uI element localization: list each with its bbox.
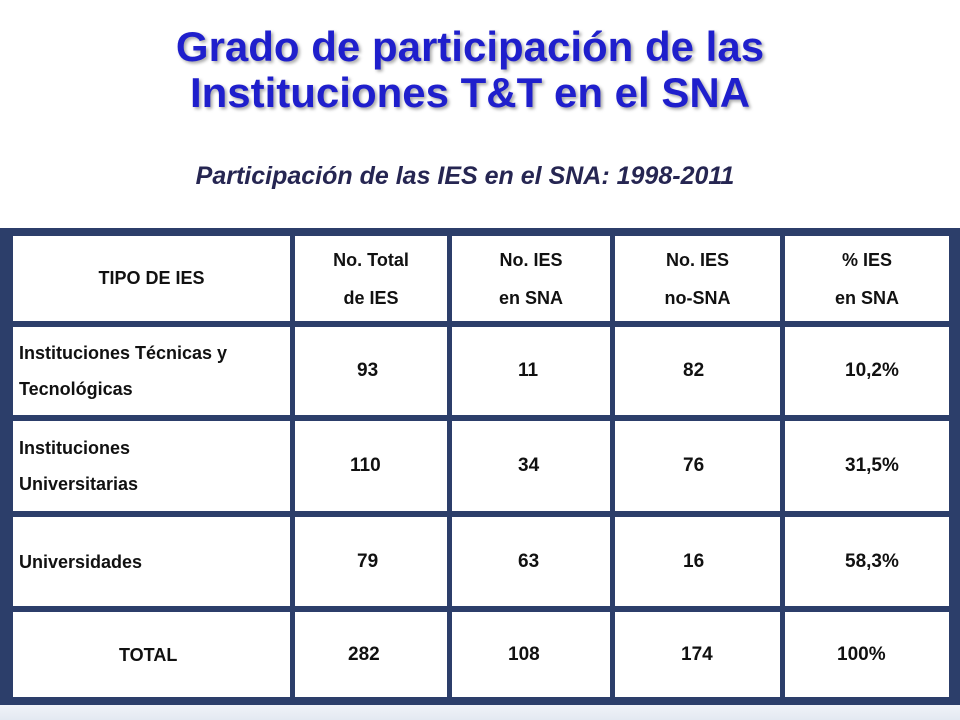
cell-no-sna: 174 xyxy=(615,612,780,697)
row-label-line1: Instituciones xyxy=(19,438,131,458)
cell-total-value: 79 xyxy=(357,550,379,572)
cell-pct-value: 10,2% xyxy=(845,360,899,381)
slide-title-line2: Instituciones T&T en el SNA xyxy=(189,69,751,116)
slide-title-line1: Grado de participación de las xyxy=(175,23,765,70)
cell-en-sna: 63 xyxy=(452,517,610,606)
cell-pct-value: 31,5% xyxy=(845,455,899,476)
slide-title: Grado de participación de las Institucio… xyxy=(0,24,940,116)
cell-total: 282 xyxy=(295,612,447,697)
cell-total: 79 xyxy=(295,517,447,606)
row-label-line1: Universidades xyxy=(19,551,143,572)
table-row-label: TOTAL xyxy=(13,612,290,697)
header-en-sna: No. IES en SNA xyxy=(452,236,610,321)
cell-pct-value: 100% xyxy=(837,643,886,665)
header-pct-l2: en SNA xyxy=(834,287,899,308)
cell-pct-value: 58,3% xyxy=(845,550,899,572)
cell-en-sna: 11 xyxy=(452,327,610,415)
slide-subtitle: Participación de las IES en el SNA: 1998… xyxy=(195,162,735,190)
header-tipo-label: TIPO DE IES xyxy=(98,268,205,288)
cell-no-sna-value: 16 xyxy=(683,550,705,572)
header-no-sna-l1: No. IES xyxy=(665,249,729,270)
cell-en-sna: 34 xyxy=(452,421,610,511)
cell-total: 93 xyxy=(295,327,447,415)
header-no-sna: No. IES no-SNA xyxy=(615,236,780,321)
row-label-line1: TOTAL xyxy=(119,644,178,665)
row-label-line1: Instituciones Técnicas y xyxy=(19,343,228,363)
header-pct: % IES en SNA xyxy=(785,236,949,321)
cell-en-sna-value: 34 xyxy=(518,455,540,476)
header-no-sna-l2: no-SNA xyxy=(664,287,731,308)
cell-pct: 58,3% xyxy=(785,517,949,606)
cell-no-sna: 82 xyxy=(615,327,780,415)
cell-no-sna-value: 76 xyxy=(683,455,705,476)
cell-no-sna-value: 82 xyxy=(683,360,705,381)
table-row-label: Instituciones Universitarias xyxy=(13,421,290,511)
cell-no-sna: 16 xyxy=(615,517,780,606)
cell-en-sna-value: 108 xyxy=(508,643,540,665)
cell-no-sna-value: 174 xyxy=(681,643,713,665)
cell-pct: 100% xyxy=(785,612,949,697)
header-total-l1: No. Total xyxy=(333,249,409,270)
cell-en-sna: 108 xyxy=(452,612,610,697)
ies-table: TIPO DE IES No. Total de IES No. IES en … xyxy=(0,228,960,705)
cell-pct: 31,5% xyxy=(785,421,949,511)
header-total: No. Total de IES xyxy=(295,236,447,321)
table-row-label: Instituciones Técnicas y Tecnológicas xyxy=(13,327,290,415)
cell-en-sna-value: 11 xyxy=(518,360,539,381)
cell-no-sna: 76 xyxy=(615,421,780,511)
row-label-line2: Tecnológicas xyxy=(19,379,133,399)
cell-total-value: 93 xyxy=(357,360,379,381)
cell-pct: 10,2% xyxy=(785,327,949,415)
cell-total-value: 282 xyxy=(348,643,380,665)
header-tipo: TIPO DE IES xyxy=(13,236,290,321)
cell-en-sna-value: 63 xyxy=(518,550,540,572)
cell-total: 110 xyxy=(295,421,447,511)
slide-footer-band xyxy=(0,705,960,720)
table-row-label: Universidades xyxy=(13,517,290,606)
cell-total-value: 110 xyxy=(350,455,381,476)
row-label-line2: Universitarias xyxy=(19,474,139,494)
header-total-l2: de IES xyxy=(343,287,399,308)
header-en-sna-l1: No. IES xyxy=(499,249,563,270)
header-pct-l1: % IES xyxy=(841,249,893,270)
header-en-sna-l2: en SNA xyxy=(498,287,563,308)
